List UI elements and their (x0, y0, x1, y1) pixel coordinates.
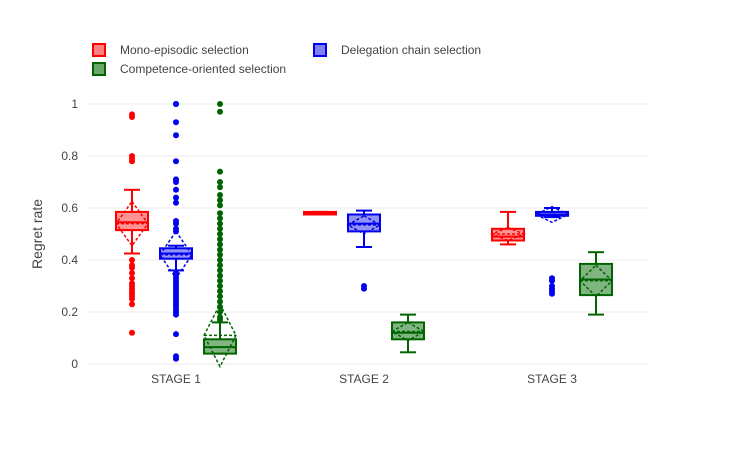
series-group (203, 101, 614, 369)
outlier-point (173, 355, 179, 362)
outlier-point (549, 290, 555, 297)
box-group (159, 101, 193, 362)
outlier-point (173, 132, 179, 139)
outlier-point (129, 301, 135, 308)
sd-diamond (115, 200, 149, 247)
x-tick-labels: STAGE 1 STAGE 2 STAGE 3 (151, 372, 577, 386)
outlier-point (173, 179, 179, 185)
outlier-point (217, 210, 223, 217)
outlier-point (217, 272, 223, 279)
outlier-point (217, 108, 223, 115)
outlier-point (173, 199, 179, 206)
sd-diamond (203, 302, 237, 369)
outlier-point (173, 158, 179, 165)
box-group (390, 313, 426, 354)
grid-layer (88, 103, 649, 365)
legend: Mono-episodic selection Delegation chain … (92, 43, 481, 76)
outlier-point (217, 215, 223, 222)
legend-item: Mono-episodic selection (92, 43, 249, 57)
box-group (115, 111, 149, 336)
y-tick-label: 1 (71, 97, 78, 111)
y-axis-title: Regret rate (29, 199, 45, 269)
outlier-point (173, 331, 179, 338)
series-group (115, 111, 526, 336)
outlier-point (129, 114, 135, 120)
outlier-point (217, 267, 223, 274)
sd-diamond (534, 205, 570, 224)
outlier-point (217, 257, 223, 263)
outlier-point (217, 246, 223, 253)
outlier-point (217, 220, 223, 227)
box-group (346, 209, 382, 292)
outlier-point (173, 220, 179, 227)
outlier-point (217, 168, 223, 175)
outlier-point (173, 119, 179, 126)
legend-item: Competence-oriented selection (92, 62, 286, 76)
box (115, 210, 149, 232)
outlier-point (217, 192, 223, 198)
outlier-point (217, 236, 223, 243)
legend-item: Delegation chain selection (313, 43, 481, 57)
series-group (159, 101, 570, 362)
sd-diamond (390, 321, 426, 342)
outlier-point (173, 101, 179, 107)
x-tick-label: STAGE 2 (339, 372, 389, 386)
sd-diamond (346, 214, 382, 235)
sd-diamond (490, 226, 526, 242)
outlier-point (173, 194, 179, 201)
y-tick-labels: 0 0.2 0.4 0.6 0.8 1 (61, 97, 78, 371)
outlier-point (217, 184, 223, 191)
outlier-point (217, 197, 223, 204)
box-group (578, 251, 614, 316)
outlier-point (129, 329, 135, 336)
outlier-point (217, 309, 223, 315)
outlier-point (129, 296, 135, 302)
outlier-point (217, 225, 223, 232)
outlier-point (217, 202, 223, 209)
y-tick-label: 0.2 (61, 305, 78, 319)
x-tick-label: STAGE 1 (151, 372, 201, 386)
box-group (490, 210, 526, 246)
box-group (534, 205, 570, 297)
legend-swatch (92, 62, 106, 76)
box-group (203, 101, 237, 369)
box-group (303, 210, 337, 216)
outlier-point (129, 257, 135, 263)
box-layer (115, 101, 614, 369)
outlier-point (217, 316, 223, 323)
outlier-point (173, 228, 179, 235)
x-tick-label: STAGE 3 (527, 372, 577, 386)
outlier-point (549, 277, 555, 284)
outlier-point (129, 264, 135, 271)
outlier-point (217, 241, 223, 248)
outlier-point (217, 101, 223, 107)
y-tick-label: 0.8 (61, 149, 78, 163)
outlier-point (217, 293, 223, 300)
y-tick-label: 0.6 (61, 201, 78, 215)
outlier-point (361, 285, 367, 292)
outlier-point (217, 298, 223, 305)
outlier-point (129, 158, 135, 165)
legend-label: Mono-episodic selection (120, 43, 249, 57)
outlier-point (173, 186, 179, 193)
outlier-point (217, 179, 223, 185)
legend-swatch (92, 43, 106, 57)
outlier-point (217, 251, 223, 258)
legend-swatch (313, 43, 327, 57)
outlier-point (129, 270, 135, 276)
outlier-point (129, 275, 135, 282)
outlier-point (217, 288, 223, 295)
y-tick-label: 0 (71, 357, 78, 371)
legend-label: Delegation chain selection (341, 43, 481, 57)
legend-label: Competence-oriented selection (120, 62, 286, 76)
outlier-point (217, 303, 223, 310)
outlier-point (217, 283, 223, 289)
outlier-point (217, 277, 223, 284)
outlier-point (217, 231, 223, 237)
outlier-point (173, 311, 179, 318)
y-tick-label: 0.4 (61, 253, 78, 267)
outlier-point (217, 262, 223, 269)
